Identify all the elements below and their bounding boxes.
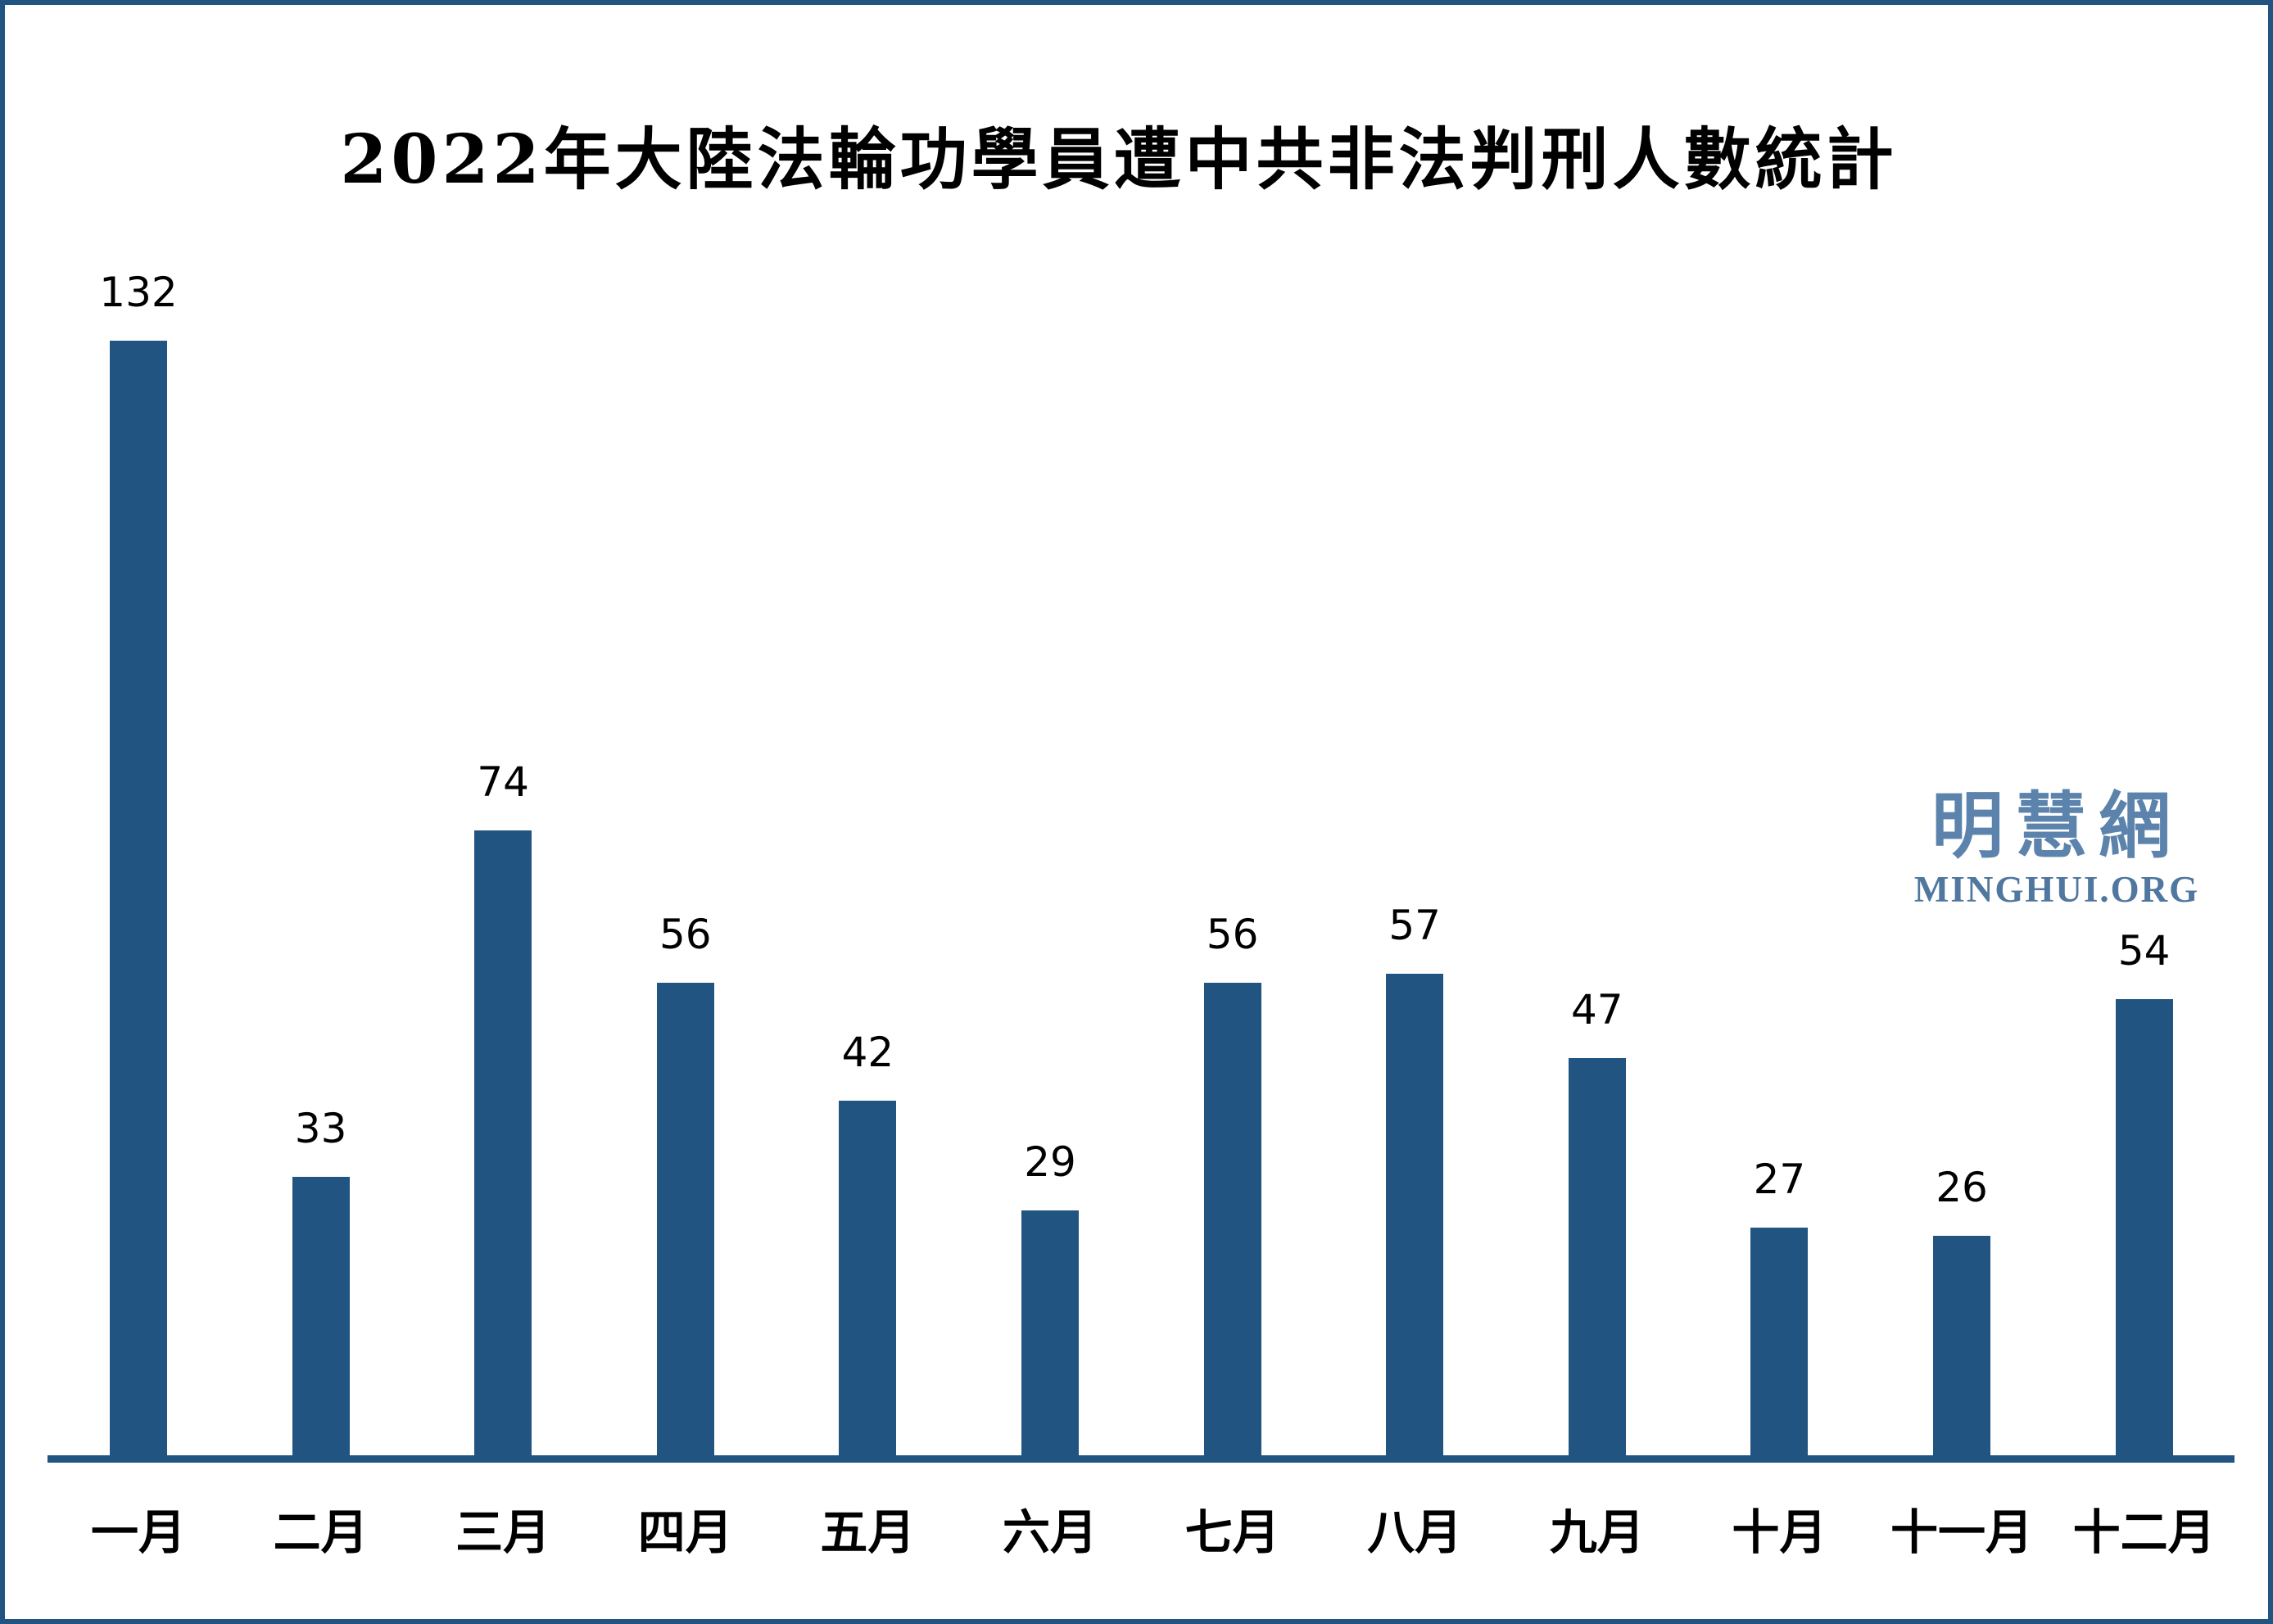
bar-二月 — [292, 1177, 350, 1463]
x-axis-label-八月: 八月 — [1367, 1504, 1463, 1560]
bar-三月 — [474, 830, 532, 1463]
bar-value-label: 47 — [1570, 986, 1623, 1034]
x-axis-label-一月: 一月 — [90, 1504, 186, 1560]
x-axis-label-七月: 七月 — [1184, 1504, 1280, 1560]
bar-value-label: 42 — [841, 1029, 894, 1076]
bar-五月 — [839, 1101, 897, 1463]
bar-value-label: 54 — [2117, 927, 2171, 975]
x-axis-label-三月: 三月 — [455, 1504, 551, 1560]
bar-value-label: 29 — [1024, 1138, 1076, 1186]
bar-value-label: 57 — [1388, 902, 1441, 949]
chart-title: 2022年大陸法輪功學員遭中共非法判刑人數統計 — [340, 120, 1898, 199]
bar-value-label: 27 — [1753, 1156, 1806, 1203]
bar-四月 — [656, 983, 714, 1463]
x-axis-label-二月: 二月 — [273, 1504, 369, 1560]
bar-value-label: 56 — [659, 911, 712, 958]
bar-value-label: 74 — [477, 758, 529, 806]
minghui-watermark: 明慧網 MINGHUI.ORG — [1905, 785, 2208, 911]
x-axis-label-四月: 四月 — [637, 1504, 733, 1560]
x-axis-label-五月: 五月 — [820, 1504, 916, 1560]
bar-七月 — [1203, 983, 1261, 1463]
minghui-logo-cjk: 明慧網 — [1931, 783, 2182, 868]
bar-八月 — [1386, 974, 1444, 1463]
x-axis-label-十二月: 十二月 — [2072, 1504, 2216, 1560]
bar-value-label: 33 — [294, 1105, 347, 1152]
x-axis-label-十一月: 十一月 — [1890, 1504, 2033, 1560]
x-axis-label-十月: 十月 — [1732, 1504, 1827, 1560]
bar-一月 — [110, 341, 167, 1463]
bar-value-label: 26 — [1936, 1164, 1988, 1211]
x-axis-label-六月: 六月 — [1002, 1504, 1098, 1560]
minghui-logo-latin: MINGHUI.ORG — [1913, 869, 2200, 910]
bar-九月 — [1568, 1058, 1626, 1463]
bar-value-label: 132 — [99, 269, 178, 316]
bar-六月 — [1021, 1210, 1079, 1463]
x-axis-line — [48, 1455, 2235, 1463]
bar-value-label: 56 — [1206, 911, 1259, 958]
bar-十月 — [1750, 1228, 1809, 1463]
bar-十二月 — [2115, 999, 2173, 1463]
x-axis-label-九月: 九月 — [1549, 1504, 1645, 1560]
bar-十一月 — [1933, 1236, 1990, 1463]
bar-chart: 132 一月 33 二月 74 三月 56 四月 42 五月 29 六月 56 七月 57 八月 47 九月 27 十… — [5, 5, 2268, 1619]
